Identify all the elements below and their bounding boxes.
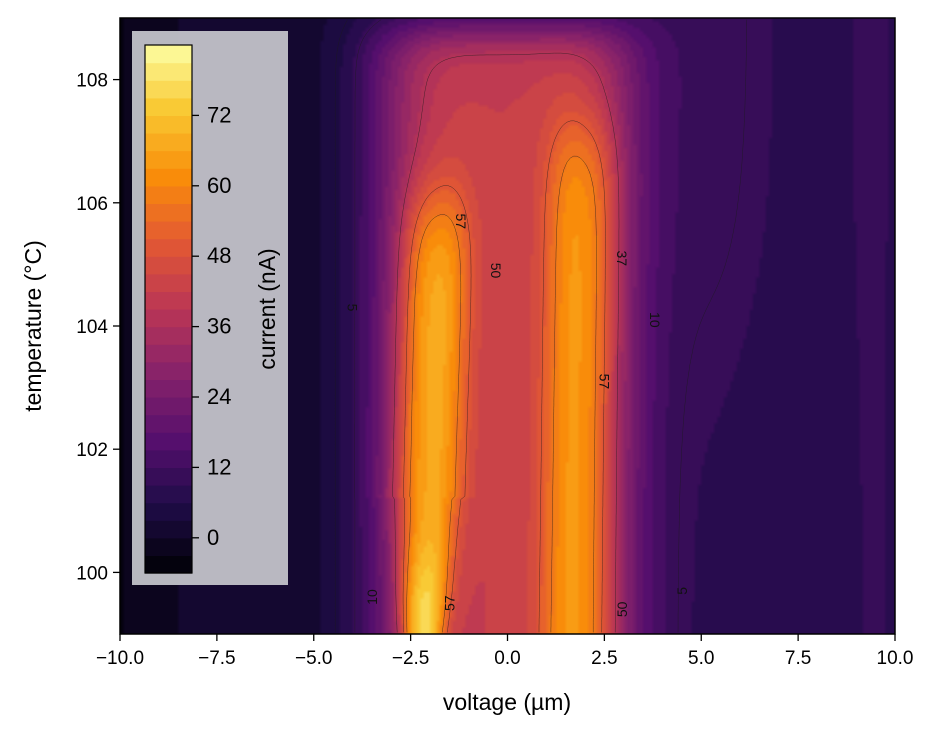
x-tick-label: −2.5 [392, 648, 430, 669]
colorbar-band [145, 309, 192, 328]
y-tick-label: 100 [76, 563, 108, 584]
colorbar-band [145, 256, 192, 275]
x-tick-label: 2.5 [591, 648, 617, 669]
colorbar-band [145, 62, 192, 81]
colorbar: 0 12 24 36 48 60 72 current (nA) [132, 31, 288, 585]
contour-label-50: 50 [614, 601, 630, 617]
colorbar-band [145, 115, 192, 134]
colorbar-label: current (nA) [254, 248, 280, 369]
colorbar-tick-label: 36 [207, 314, 231, 339]
colorbar-band [145, 291, 192, 310]
colorbar-band [145, 185, 192, 204]
colorbar-band [145, 221, 192, 240]
x-tick-label: 5.0 [688, 648, 714, 669]
colorbar-tick-label: 12 [207, 454, 231, 479]
contour-line-57 [406, 155, 597, 633]
colorbar-band [145, 449, 192, 468]
contour-line-37 [392, 52, 620, 633]
colorbar-band [145, 537, 192, 556]
colorbar-band [145, 203, 192, 222]
colorbar-tick-label: 24 [207, 384, 231, 409]
colorbar-band [145, 432, 192, 451]
x-tick-label: −5.0 [295, 648, 333, 669]
contour-label-57: 57 [441, 595, 457, 611]
colorbar-band [145, 361, 192, 380]
contour-label-50: 50 [488, 263, 504, 279]
x-tick-label: −10.0 [96, 648, 144, 669]
y-axis-label: temperature (°C) [20, 240, 46, 412]
contour-label-37: 37 [614, 250, 630, 266]
contour-line-5 [334, 19, 348, 633]
x-tick-label: 7.5 [785, 648, 811, 669]
colorbar-tick-label: 0 [207, 525, 219, 550]
colorbar-tick-label: 60 [207, 173, 231, 198]
y-tick-label: 102 [76, 440, 108, 461]
colorbar-band [145, 150, 192, 169]
colorbar-tick-label: 72 [207, 102, 231, 127]
y-axis: 100 102 104 106 108 [76, 71, 120, 584]
colorbar-ticks: 0 12 24 36 48 60 72 [192, 102, 231, 550]
colorbar-frame [144, 44, 193, 574]
y-tick-label: 108 [76, 71, 108, 92]
colorbar-bands [145, 45, 192, 574]
y-tick-label: 106 [76, 194, 108, 215]
contour-labels: 5 10 57 57 50 57 37 50 10 5 [345, 213, 690, 617]
colorbar-band [145, 520, 192, 539]
contour-lines [334, 19, 748, 633]
colorbar-band [145, 467, 192, 486]
y-tick-label: 104 [76, 317, 108, 338]
colorbar-tick-label: 48 [207, 243, 231, 268]
contour-label-5: 5 [345, 304, 361, 312]
contour-label-57: 57 [596, 374, 612, 390]
contour-label-57: 57 [453, 213, 469, 229]
contour-line-10 [354, 19, 748, 633]
colorbar-band [145, 168, 192, 187]
colorbar-band [145, 273, 192, 292]
x-axis-label: voltage (µm) [443, 689, 571, 715]
colorbar-band [145, 502, 192, 521]
x-tick-label: 10.0 [877, 648, 914, 669]
colorbar-band [145, 326, 192, 345]
colorbar-band [145, 97, 192, 116]
colorbar-band [145, 80, 192, 99]
colorbar-band [145, 485, 192, 504]
contour-line-50 [402, 120, 606, 633]
colorbar-band [145, 344, 192, 363]
colorbar-band [145, 238, 192, 257]
colorbar-band [145, 133, 192, 152]
contour-label-10: 10 [364, 589, 380, 605]
contour-label-10: 10 [647, 312, 663, 328]
colorbar-band [145, 397, 192, 416]
colorbar-band [145, 555, 192, 574]
contour-label-5: 5 [674, 587, 690, 595]
colorbar-band [145, 379, 192, 398]
x-axis: −10.0 −7.5 −5.0 −2.5 0.0 2.5 5.0 7.5 10.0 [96, 634, 914, 669]
x-tick-label: 0.0 [494, 648, 520, 669]
x-tick-label: −7.5 [198, 648, 236, 669]
colorbar-band [145, 414, 192, 433]
colorbar-band [145, 45, 192, 64]
